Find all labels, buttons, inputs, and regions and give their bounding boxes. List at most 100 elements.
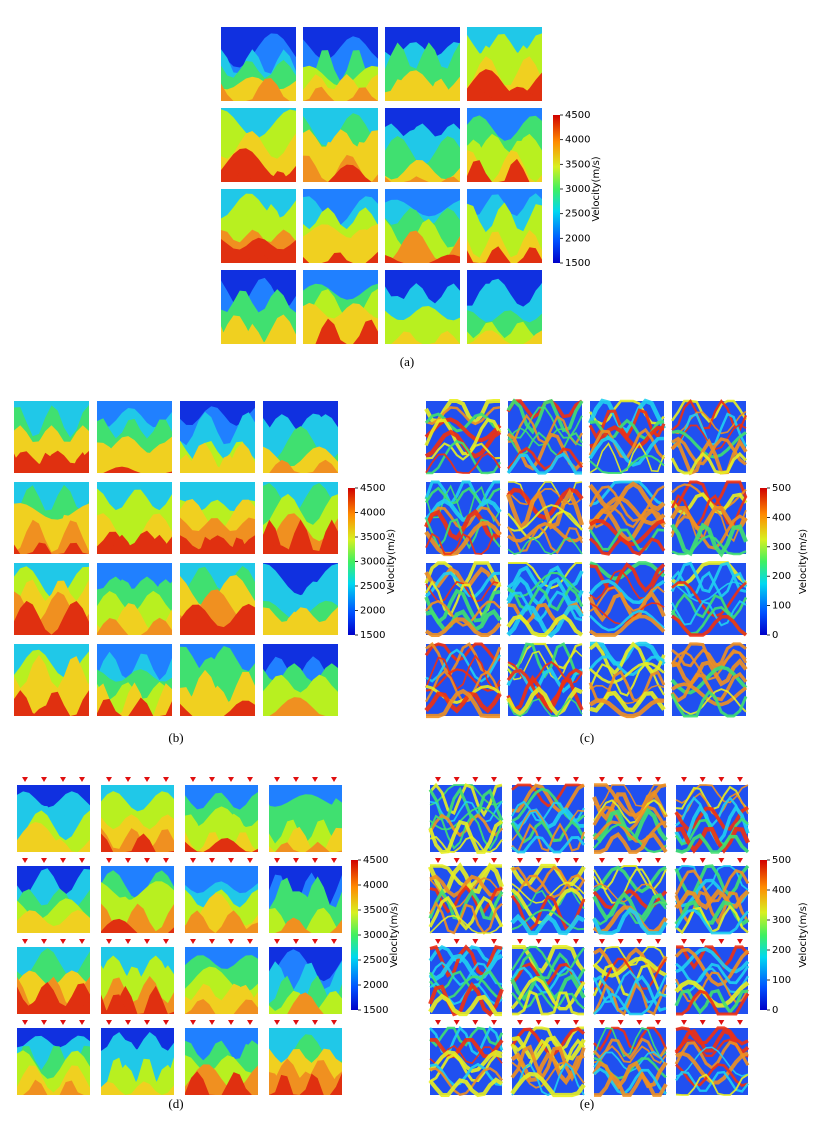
source-marker	[190, 777, 196, 782]
reflector	[429, 944, 503, 978]
reflector	[507, 521, 583, 543]
layer	[14, 619, 89, 635]
reflector	[675, 962, 750, 986]
source-marker	[274, 858, 280, 863]
source-marker	[491, 858, 497, 863]
source-marker	[573, 939, 579, 944]
source-marker	[681, 858, 687, 863]
source-marker	[472, 1020, 479, 1025]
source-marker	[573, 858, 579, 863]
source-marker	[331, 1020, 337, 1025]
source-marker	[599, 858, 605, 863]
colorbar	[760, 860, 767, 1010]
source-marker	[718, 858, 725, 863]
source-marker	[190, 858, 196, 863]
reflector	[593, 798, 667, 824]
source-marker	[274, 939, 280, 944]
layer	[97, 534, 172, 554]
source-marker	[60, 777, 66, 782]
reflector	[428, 888, 504, 921]
source-marker	[247, 858, 253, 863]
layer	[180, 442, 255, 473]
reflector	[589, 454, 665, 475]
reflector	[671, 534, 747, 556]
layer	[14, 705, 89, 716]
reflector	[676, 989, 750, 1016]
source-marker	[453, 858, 460, 863]
source-marker	[79, 939, 85, 944]
source-marker	[435, 939, 441, 944]
source-marker	[209, 777, 215, 782]
colorbar-tick-label: 200	[772, 571, 791, 582]
colorbar-tick-label: 500	[772, 483, 791, 494]
source-marker	[190, 1020, 196, 1025]
source-marker	[655, 777, 661, 782]
reflector	[506, 613, 584, 638]
layer	[221, 237, 296, 263]
reflector	[428, 786, 504, 823]
reflector	[675, 947, 750, 974]
source-marker	[125, 777, 131, 782]
source-marker	[41, 777, 47, 782]
reflector	[507, 571, 583, 598]
reflector	[671, 688, 747, 716]
source-marker	[163, 1020, 169, 1025]
layer	[180, 617, 255, 635]
source-marker	[517, 777, 523, 782]
source-marker	[617, 939, 624, 944]
source-marker	[573, 1020, 579, 1025]
reflector	[593, 868, 667, 904]
reflector	[428, 819, 504, 854]
source-marker	[517, 858, 523, 863]
reflector	[510, 819, 586, 844]
source-marker	[293, 939, 299, 944]
layer	[263, 519, 338, 554]
source-marker	[144, 1020, 150, 1025]
reflector	[588, 536, 666, 556]
layer	[97, 442, 172, 473]
reflector	[510, 913, 585, 936]
reflector	[592, 906, 668, 935]
reflector	[675, 1026, 749, 1046]
source-marker	[554, 858, 561, 863]
reflector	[424, 617, 502, 638]
source-marker	[535, 777, 542, 782]
reflector	[425, 452, 501, 474]
reflector	[429, 874, 504, 899]
reflector	[428, 993, 502, 1017]
reflector	[670, 522, 748, 558]
source-marker	[125, 858, 131, 863]
reflector	[670, 689, 748, 718]
reflector	[592, 1060, 668, 1091]
source-marker	[617, 858, 624, 863]
reflector	[671, 658, 748, 688]
source-marker	[599, 939, 605, 944]
layer	[185, 838, 258, 852]
reflector	[594, 1071, 668, 1097]
source-marker	[636, 777, 643, 782]
colorbar-tick-label: 2000	[363, 980, 388, 991]
source-marker	[491, 939, 497, 944]
layer	[385, 230, 460, 263]
reflector	[670, 399, 748, 424]
reflector	[424, 642, 501, 662]
reflector	[428, 1077, 504, 1098]
layer	[269, 907, 342, 933]
reflector	[675, 1073, 749, 1096]
reflector	[589, 609, 665, 632]
reflector	[588, 507, 666, 543]
layer	[263, 459, 338, 473]
reflector	[426, 439, 502, 475]
reflector	[511, 822, 586, 854]
layer	[385, 176, 460, 182]
reflector	[588, 590, 666, 623]
source-marker	[312, 858, 318, 863]
reflector	[675, 1063, 749, 1088]
colorbar-tick-label: 1500	[360, 630, 385, 641]
reflector	[671, 436, 747, 466]
reflector	[674, 1040, 750, 1070]
source-marker	[737, 939, 743, 944]
source-marker	[453, 1020, 460, 1025]
source-marker	[554, 777, 561, 782]
